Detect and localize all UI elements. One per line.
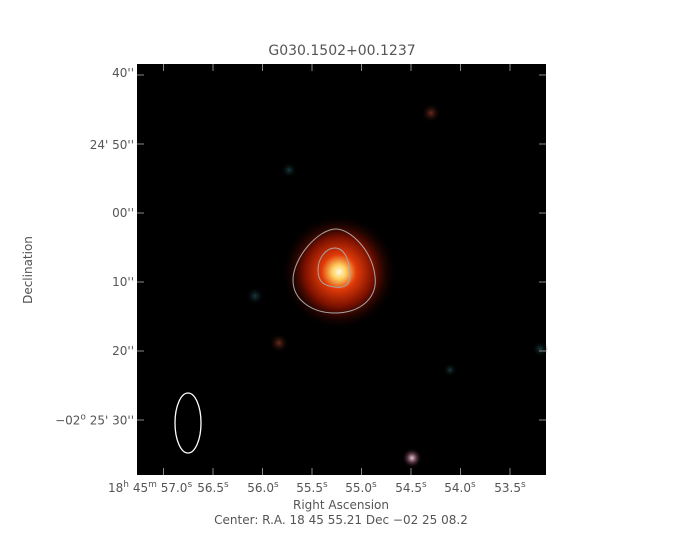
faint-source xyxy=(443,363,457,377)
y-tick-label: 00'' xyxy=(112,206,134,220)
chart-title: G030.1502+00.1237 xyxy=(268,43,416,59)
x-tick-label: 55.5s xyxy=(296,480,328,495)
x-axis-label: Right Ascension xyxy=(293,498,389,512)
inner-contour xyxy=(317,247,351,288)
x-tick-label: 56.5s xyxy=(197,480,229,495)
x-tick-label: 18h 45m 57.0s xyxy=(108,480,193,495)
dec-degrees: −02 xyxy=(55,413,81,428)
star-source xyxy=(402,448,422,468)
faint-source xyxy=(421,103,441,123)
x-tick-label: 54.5s xyxy=(395,480,427,495)
x-tick-label: 55.0s xyxy=(345,480,377,495)
outer-contour xyxy=(292,228,376,314)
faint-source xyxy=(246,287,264,305)
y-tick-label: −02o 25' 30'' xyxy=(55,412,134,428)
y-tick-label: 24' 50'' xyxy=(89,138,134,152)
dec-minutes: 25' 30'' xyxy=(89,413,134,428)
x-tick-label: 53.5s xyxy=(494,480,526,495)
y-tick-label: 40'' xyxy=(112,66,134,80)
y-tick-label: 10'' xyxy=(112,275,134,289)
y-tick-label: 20'' xyxy=(112,344,134,358)
y-axis-label: Declination xyxy=(21,236,35,304)
x-tick-label: 56.0s xyxy=(247,480,279,495)
center-coordinates: Center: R.A. 18 45 55.21 Dec −02 25 08.2 xyxy=(214,513,468,527)
beam-ellipse xyxy=(174,392,202,454)
axis-ticks xyxy=(137,64,546,475)
faint-source xyxy=(532,341,548,357)
x-tick-label: 54.0s xyxy=(444,480,476,495)
faint-source xyxy=(281,162,297,178)
faint-source xyxy=(269,333,289,353)
